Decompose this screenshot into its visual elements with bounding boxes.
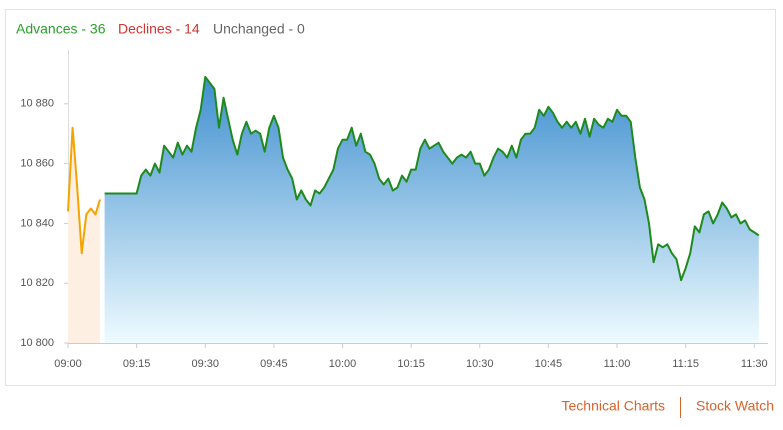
x-tick-label: 09:00 bbox=[54, 358, 82, 370]
x-tick-label: 10:30 bbox=[466, 358, 494, 370]
y-tick-label: 10 800 bbox=[20, 337, 54, 349]
line bbox=[104, 75, 760, 282]
y-tick-label: 10 840 bbox=[20, 217, 54, 229]
stock-watch-link[interactable]: Stock Watch bbox=[696, 398, 774, 414]
panel bbox=[5, 9, 776, 386]
x-tick-label: 11:00 bbox=[604, 358, 631, 370]
x-tick-label: 11:15 bbox=[672, 358, 699, 370]
declines: Declines - 14 bbox=[118, 21, 200, 37]
advances: Advances - 36 bbox=[16, 21, 106, 37]
technical-charts-link[interactable]: Technical Charts bbox=[562, 398, 666, 414]
x-tick-label: 09:30 bbox=[191, 358, 219, 370]
x-tick-label: 09:45 bbox=[260, 358, 288, 370]
unchanged: Unchanged - 0 bbox=[213, 21, 305, 37]
x-tick-label: 09:15 bbox=[123, 358, 151, 370]
y-tick-label: 10 860 bbox=[20, 158, 54, 170]
line bbox=[67, 126, 101, 255]
x-tick-label: 10:00 bbox=[329, 358, 357, 370]
area bbox=[104, 76, 759, 344]
x-tick-label: 10:15 bbox=[397, 358, 425, 370]
y-tick-label: 10 880 bbox=[20, 98, 54, 110]
y-tick-label: 10 820 bbox=[20, 277, 54, 289]
x-tick-label: 11:30 bbox=[741, 358, 768, 370]
x-tick-label: 10:45 bbox=[535, 358, 563, 370]
